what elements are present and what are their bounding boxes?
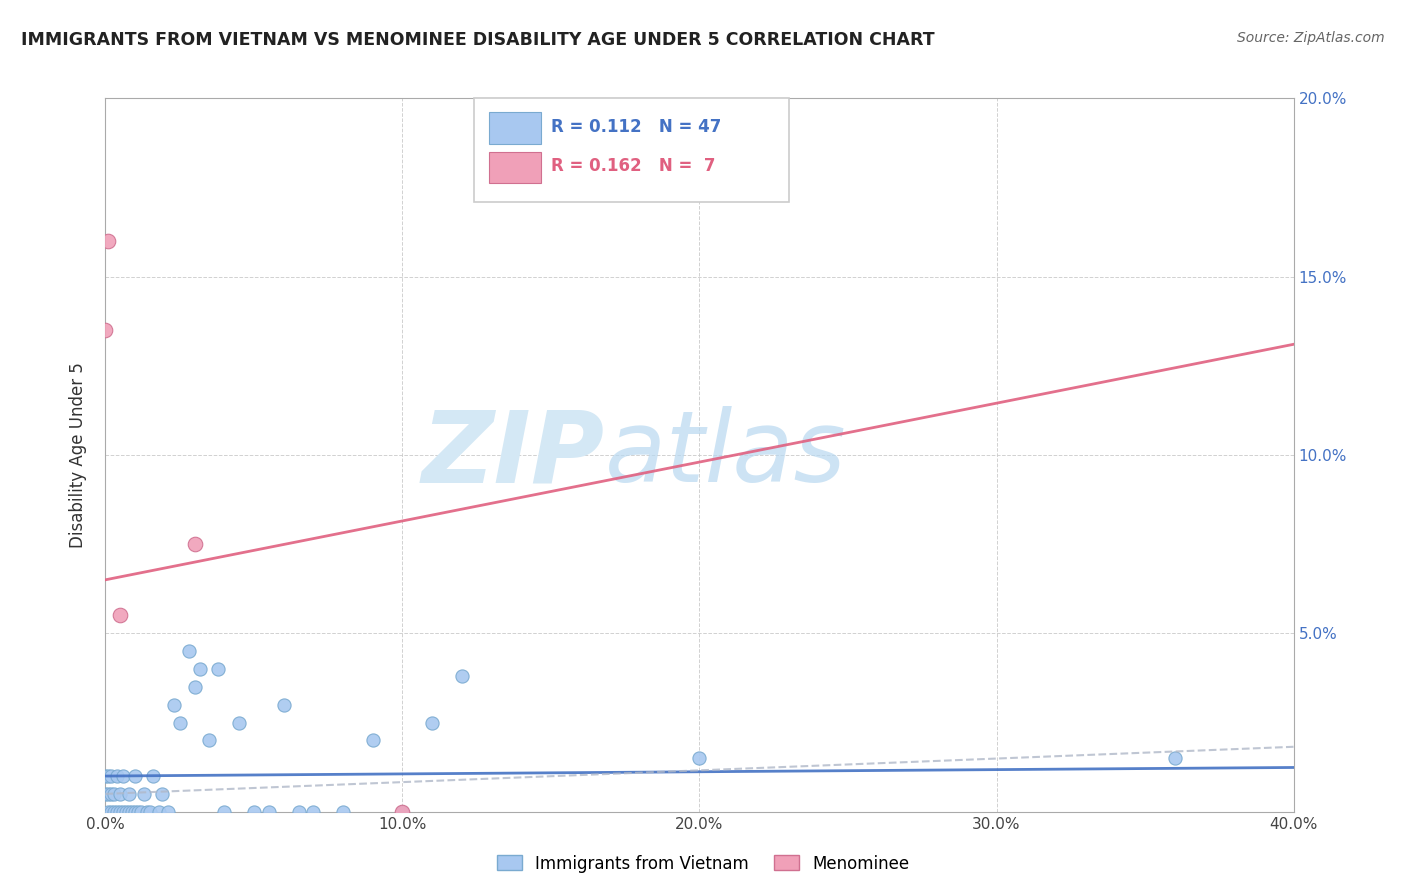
Point — [257, 805, 280, 819]
Point — [129, 805, 152, 819]
Text: R = 0.162   N =  7: R = 0.162 N = 7 — [551, 157, 716, 175]
Point — [228, 715, 250, 730]
FancyBboxPatch shape — [489, 112, 541, 144]
Point — [156, 805, 179, 819]
Point — [689, 751, 711, 765]
Point — [132, 787, 155, 801]
Point — [139, 805, 162, 819]
Point — [118, 787, 141, 801]
Point — [243, 805, 266, 819]
Point — [124, 769, 146, 783]
Point — [150, 787, 173, 801]
Point — [110, 787, 132, 801]
Point — [332, 805, 354, 819]
Point — [94, 769, 117, 783]
Point — [198, 733, 221, 747]
Point — [118, 805, 141, 819]
Point — [190, 662, 212, 676]
Text: Source: ZipAtlas.com: Source: ZipAtlas.com — [1237, 31, 1385, 45]
Legend: Immigrants from Vietnam, Menominee: Immigrants from Vietnam, Menominee — [491, 848, 915, 880]
Text: ZIP: ZIP — [422, 407, 605, 503]
Point — [127, 805, 149, 819]
Point — [273, 698, 295, 712]
Point — [94, 787, 117, 801]
Point — [100, 787, 122, 801]
Point — [100, 805, 122, 819]
Point — [103, 787, 125, 801]
Point — [136, 805, 159, 819]
FancyBboxPatch shape — [474, 98, 789, 202]
Point — [177, 644, 200, 658]
Point — [361, 733, 384, 747]
Point — [287, 805, 309, 819]
Point — [105, 805, 128, 819]
Point — [97, 769, 120, 783]
Point — [97, 787, 120, 801]
Point — [115, 805, 138, 819]
Point — [112, 805, 135, 819]
Point — [1164, 751, 1187, 765]
Point — [110, 805, 132, 819]
Point — [97, 805, 120, 819]
Point — [142, 769, 165, 783]
FancyBboxPatch shape — [489, 152, 541, 183]
Point — [391, 805, 413, 819]
Point — [183, 537, 205, 551]
Point — [163, 698, 186, 712]
Point — [391, 805, 413, 819]
Text: R = 0.112   N = 47: R = 0.112 N = 47 — [551, 118, 721, 136]
Point — [103, 805, 125, 819]
Point — [450, 669, 472, 683]
Text: atlas: atlas — [605, 407, 846, 503]
Point — [420, 715, 443, 730]
Point — [110, 608, 132, 623]
Point — [112, 769, 135, 783]
Text: IMMIGRANTS FROM VIETNAM VS MENOMINEE DISABILITY AGE UNDER 5 CORRELATION CHART: IMMIGRANTS FROM VIETNAM VS MENOMINEE DIS… — [21, 31, 935, 49]
Point — [97, 234, 120, 248]
Y-axis label: Disability Age Under 5: Disability Age Under 5 — [69, 362, 87, 548]
Point — [207, 662, 229, 676]
Point — [100, 769, 122, 783]
Point — [148, 805, 170, 819]
Point — [183, 680, 205, 694]
Point — [169, 715, 191, 730]
Point — [121, 805, 143, 819]
Point — [214, 805, 236, 819]
Point — [302, 805, 325, 819]
Point — [124, 805, 146, 819]
Point — [105, 769, 128, 783]
Point — [94, 323, 117, 337]
